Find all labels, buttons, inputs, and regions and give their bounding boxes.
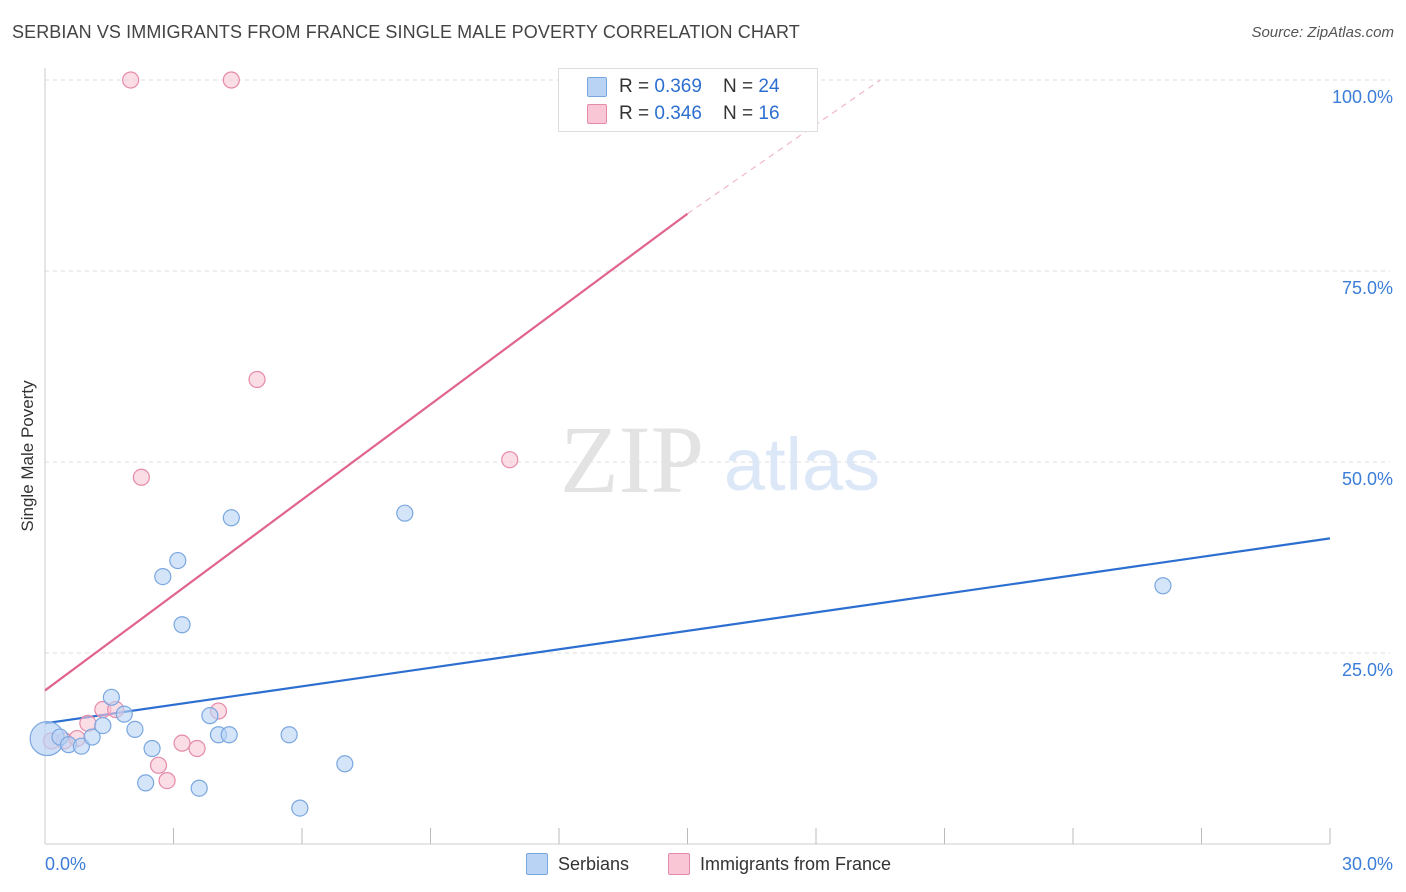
watermark-zip: ZIP (560, 406, 704, 513)
axes (44, 68, 1331, 845)
gridlines (45, 79, 1390, 654)
point-serbians (143, 739, 161, 758)
point-france (149, 756, 168, 774)
y-tick-label: 25.0% (1342, 660, 1393, 680)
point-serbians (169, 551, 187, 570)
point-serbians (396, 504, 414, 522)
x-tick-label: 0.0% (45, 854, 86, 874)
bottom-legend-label-france: Immigrants from France (700, 853, 892, 874)
legend-row-france: R = 0.346 N = 16 (587, 102, 780, 126)
watermark: ZIP atlas (560, 406, 880, 513)
chart-title: SERBIAN VS IMMIGRANTS FROM FRANCE SINGLE… (12, 22, 800, 42)
legend-n-value: 24 (758, 76, 780, 97)
legend-swatch-france (587, 104, 607, 124)
x-tick-label: 30.0% (1342, 854, 1393, 874)
trend-line-serbians (44, 537, 1331, 725)
y-tick-label: 100.0% (1332, 87, 1393, 107)
point-france (248, 370, 266, 389)
point-france (222, 71, 240, 89)
legend-n-label: N = (723, 76, 759, 97)
source-label: Source: ZipAtlas.com (1251, 24, 1394, 41)
point-serbians (94, 716, 112, 735)
bottom-legend-label-serbians: Serbians (558, 853, 630, 874)
point-france (158, 771, 176, 790)
bottom-legend-swatch-serbians (526, 853, 548, 875)
point-serbians (115, 705, 133, 723)
watermark-atlas: atlas (724, 423, 880, 506)
point-serbians (137, 774, 155, 792)
point-serbians (190, 779, 208, 797)
point-serbians (154, 567, 172, 586)
bottom-legend-france: Immigrants from France (668, 852, 891, 876)
point-serbians (280, 726, 298, 744)
point-france (188, 739, 206, 758)
legend-row-serbians: R = 0.369 N = 24 (587, 75, 780, 99)
legend-r-label: R = (619, 103, 655, 124)
point-serbians (336, 755, 354, 773)
point-serbians (201, 707, 219, 725)
bottom-legend-serbians: Serbians (526, 852, 629, 876)
trend-lines (44, 79, 1331, 725)
legend: R = 0.369 N = 24 R = 0.346 N = 16 (558, 68, 818, 132)
bottom-legend-swatch-france (668, 853, 690, 875)
point-serbians (291, 799, 309, 817)
legend-n-value: 16 (758, 103, 780, 124)
tick-labels: 25.0% 50.0% 75.0% 100.0% 0.0% 30.0% (45, 87, 1393, 874)
point-france (132, 468, 150, 486)
point-serbians (222, 509, 240, 527)
y-axis-label: Single Male Poverty (18, 380, 37, 532)
data-points (29, 71, 1172, 817)
legend-r-value: 0.369 (654, 76, 702, 97)
y-tick-label: 75.0% (1342, 278, 1393, 298)
legend-n-label: N = (723, 103, 759, 124)
legend-r-label: R = (619, 76, 655, 97)
point-france (122, 71, 140, 89)
point-serbians (83, 728, 101, 746)
legend-r-value: 0.346 (654, 103, 702, 124)
point-serbians (1154, 577, 1172, 595)
legend-swatch-serbians (587, 77, 607, 97)
point-serbians (173, 616, 191, 634)
y-tick-label: 50.0% (1342, 469, 1393, 489)
point-serbians (126, 720, 144, 739)
point-serbians (220, 726, 238, 744)
trend-line-france (44, 212, 689, 692)
point-serbians (102, 688, 120, 706)
point-france (501, 451, 519, 469)
point-france (173, 734, 191, 752)
